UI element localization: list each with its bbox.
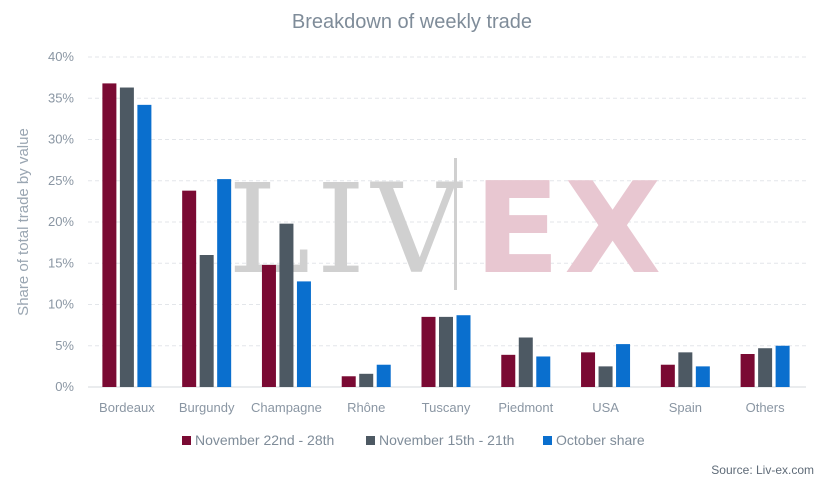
bar <box>296 281 311 387</box>
chart-title: Breakdown of weekly trade <box>292 11 532 33</box>
bar <box>660 364 675 387</box>
bar <box>536 356 551 387</box>
x-tick-label: Rhône <box>347 400 385 415</box>
x-tick-label: Champagne <box>251 400 322 415</box>
x-tick-label: Tuscany <box>422 400 471 415</box>
watermark-divider <box>454 158 457 290</box>
source-note: Source: Liv-ex.com <box>711 463 814 477</box>
x-tick-label: Bordeaux <box>99 400 155 415</box>
x-tick-label: Piedmont <box>498 400 553 415</box>
bar <box>758 348 773 387</box>
bar <box>581 352 596 387</box>
bar <box>740 354 755 387</box>
y-tick-label: 5% <box>55 338 74 353</box>
bar <box>217 179 232 387</box>
bar <box>616 344 631 387</box>
liv-ex-watermark: LIV EX <box>228 155 665 302</box>
bar <box>119 87 134 388</box>
y-tick-label: 25% <box>48 173 74 188</box>
x-tick-label: Spain <box>669 400 702 415</box>
bar <box>421 316 436 387</box>
legend-label: November 22nd - 28th <box>195 432 334 448</box>
bar <box>439 316 453 387</box>
bar <box>359 373 374 387</box>
bar <box>261 264 276 387</box>
bar <box>518 337 533 387</box>
bar <box>695 366 710 387</box>
x-tick-label: Burgundy <box>179 400 235 415</box>
bar <box>137 104 152 387</box>
y-tick-label: 0% <box>55 379 74 394</box>
y-axis-ticks: 0% 5% 10% 15% 20% 25% 30% 35% 40% <box>48 49 74 394</box>
y-tick-label: 15% <box>48 255 74 270</box>
bar <box>376 364 391 387</box>
bar <box>501 354 516 387</box>
legend-label: October share <box>556 432 645 448</box>
legend-swatch <box>543 436 552 445</box>
bar <box>279 223 294 387</box>
y-tick-label: 30% <box>48 132 74 147</box>
bar <box>678 352 693 387</box>
legend-swatch <box>182 436 191 445</box>
watermark-ex: EX <box>474 155 665 302</box>
legend-label: November 15th - 21th <box>379 432 514 448</box>
x-axis-ticks: Bordeaux Burgundy Champagne Rhône Tuscany Pie… <box>99 400 785 415</box>
x-tick-label: Others <box>746 400 786 415</box>
y-axis-label: Share of total trade by value <box>15 128 32 316</box>
y-tick-label: 35% <box>48 90 74 105</box>
y-tick-label: 40% <box>48 49 74 64</box>
y-tick-label: 10% <box>48 297 74 312</box>
bar <box>456 315 471 387</box>
legend: November 22nd - 28th November 15th - 21th… <box>182 432 645 448</box>
bar <box>182 190 197 387</box>
bars <box>102 83 790 388</box>
bar <box>775 345 790 387</box>
y-tick-label: 20% <box>48 214 74 229</box>
bar <box>598 366 613 387</box>
x-tick-label: USA <box>592 400 619 415</box>
bar <box>102 83 117 388</box>
legend-swatch <box>366 436 375 445</box>
bar <box>199 255 214 387</box>
bar <box>341 376 356 387</box>
